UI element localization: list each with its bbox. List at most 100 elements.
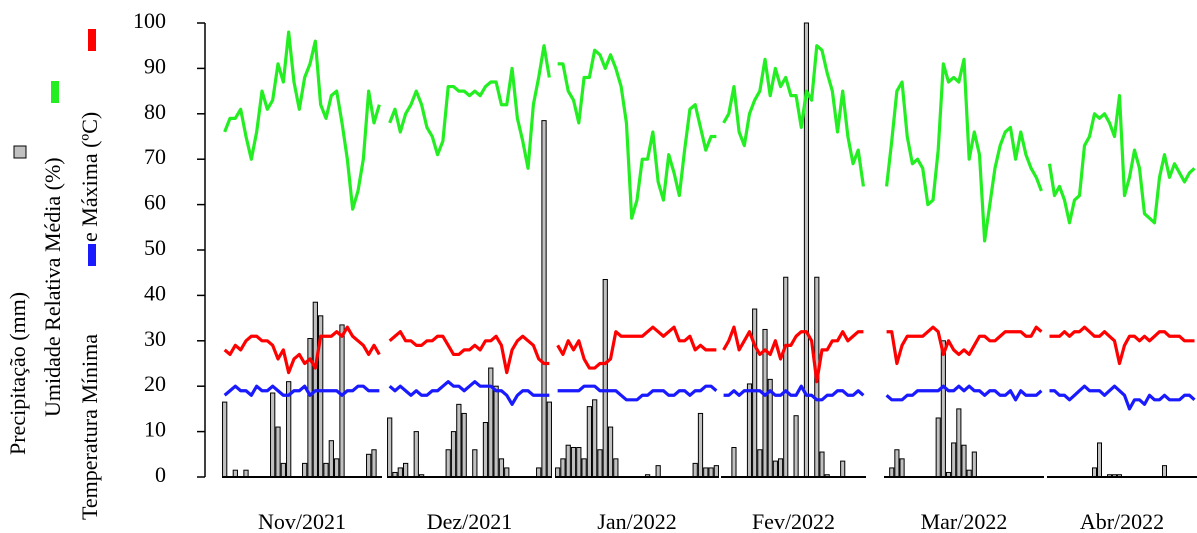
line xyxy=(1047,94,1196,225)
bar xyxy=(456,403,462,478)
bar xyxy=(731,446,737,478)
bar xyxy=(1092,467,1097,478)
bar xyxy=(504,467,510,478)
bar xyxy=(565,444,571,478)
bar xyxy=(819,451,825,478)
y-tick-label: 10 xyxy=(144,417,166,442)
line xyxy=(884,57,1043,243)
bar xyxy=(951,442,957,478)
bar xyxy=(366,453,372,478)
bar xyxy=(334,458,340,478)
bar xyxy=(777,458,784,478)
line xyxy=(388,380,550,406)
line xyxy=(722,44,865,187)
x-tick-label: Jan/2022 xyxy=(597,509,676,533)
bar xyxy=(488,367,494,478)
bar xyxy=(445,449,451,478)
bar xyxy=(597,449,603,478)
bar xyxy=(403,462,409,478)
y-tick-label: 0 xyxy=(155,462,166,487)
bar xyxy=(1097,442,1102,478)
x-tick-label: Mar/2022 xyxy=(921,509,1008,533)
y-tick-label: 100 xyxy=(133,8,166,33)
bar xyxy=(371,449,377,478)
y-tick-label: 60 xyxy=(144,190,166,215)
y-tick-label: 40 xyxy=(144,280,166,305)
bar xyxy=(413,431,419,478)
line xyxy=(1049,384,1196,411)
bar xyxy=(940,340,946,478)
legend-marker xyxy=(88,29,96,51)
bar xyxy=(498,458,505,478)
bar xyxy=(956,408,962,478)
line xyxy=(556,325,717,370)
bar xyxy=(783,276,789,478)
bar xyxy=(592,399,598,478)
x-tick-label: Fev/2022 xyxy=(752,509,835,533)
bar xyxy=(387,417,393,478)
bar xyxy=(602,279,608,478)
bar xyxy=(708,467,714,478)
bar xyxy=(746,383,753,478)
bar xyxy=(536,467,542,478)
bar xyxy=(935,417,941,478)
bar xyxy=(302,462,308,478)
line xyxy=(885,384,1043,402)
legend-label: Precipitação (mm) xyxy=(5,292,30,455)
bar xyxy=(270,392,276,478)
line xyxy=(223,30,381,211)
bar xyxy=(772,460,778,478)
y-tick-label: 30 xyxy=(144,326,166,351)
bar xyxy=(966,469,972,478)
legend-label: e Máxima (ºC) xyxy=(77,112,102,242)
bar xyxy=(461,412,467,478)
bar xyxy=(697,412,704,478)
bar xyxy=(280,462,286,478)
bar xyxy=(607,426,614,478)
line xyxy=(1049,325,1195,366)
bar xyxy=(894,449,900,478)
bar xyxy=(546,401,552,478)
bar xyxy=(576,446,582,478)
y-tick-label: 50 xyxy=(144,235,166,260)
line xyxy=(723,384,865,402)
bar xyxy=(482,422,489,478)
legend-label: Umidade Relativa Média (%) xyxy=(40,157,65,417)
y-tick-label: 20 xyxy=(144,371,166,396)
bar xyxy=(243,469,249,478)
bar xyxy=(1162,465,1167,478)
line xyxy=(388,44,551,170)
bar xyxy=(581,458,587,478)
x-tick-label: Dez/2021 xyxy=(427,509,513,533)
line xyxy=(722,325,864,384)
bar xyxy=(323,462,329,478)
x-tick-label: Abr/2022 xyxy=(1080,509,1164,533)
line xyxy=(557,384,718,402)
bar xyxy=(971,451,977,478)
bar xyxy=(541,120,547,478)
bar xyxy=(713,465,719,478)
legend-label: Temperatura Mínima xyxy=(77,334,102,520)
y-tick-label: 70 xyxy=(144,144,166,169)
bar xyxy=(586,406,593,478)
line xyxy=(223,384,380,397)
bar xyxy=(692,462,698,478)
line xyxy=(223,325,381,375)
line xyxy=(557,48,717,220)
bar xyxy=(555,467,561,478)
legend-marker xyxy=(88,244,96,266)
bar xyxy=(493,385,499,478)
bar xyxy=(655,465,661,478)
bar xyxy=(450,431,457,478)
bar xyxy=(222,401,228,478)
bar xyxy=(752,308,758,478)
y-tick-label: 80 xyxy=(144,99,166,124)
bar xyxy=(793,415,799,478)
legend-marker xyxy=(13,145,27,159)
bar xyxy=(560,458,566,478)
bar xyxy=(275,426,281,478)
bar xyxy=(703,467,709,478)
bar xyxy=(757,449,763,478)
bar xyxy=(472,449,478,478)
